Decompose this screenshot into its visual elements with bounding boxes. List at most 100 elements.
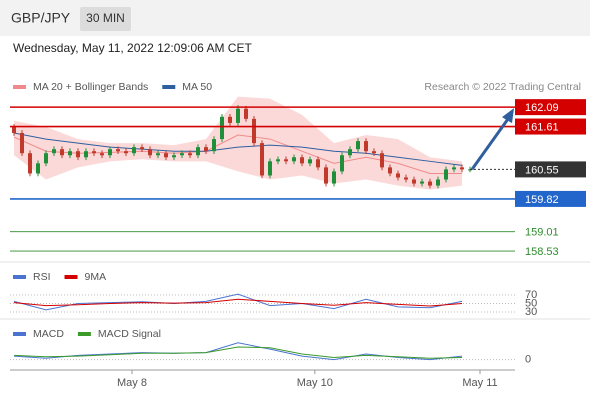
- candle-body: [100, 153, 104, 156]
- candle-body: [12, 126, 16, 134]
- candle-body: [228, 116, 232, 123]
- level-label: 158.53: [525, 246, 559, 258]
- bollinger-band: [14, 96, 462, 190]
- legend-label: MA 20 + Bollinger Bands: [33, 81, 148, 93]
- candle-body: [108, 149, 112, 156]
- candle-body: [28, 153, 32, 174]
- legend-label: 9MA: [85, 271, 107, 283]
- datetime: Wednesday, May 11, 2022 12:09:06 AM CET: [13, 41, 252, 55]
- candle-body: [148, 149, 152, 156]
- candle-body: [172, 155, 176, 158]
- candle-body: [460, 167, 464, 170]
- candle-body: [420, 181, 424, 184]
- x-tick-label: May 11: [462, 377, 497, 389]
- level-label-box: [515, 99, 586, 116]
- ma50-line: [13, 132, 463, 166]
- candle-body: [204, 147, 208, 152]
- x-tick-label: May 8: [117, 377, 147, 389]
- candle-body: [284, 159, 288, 162]
- source: Research © 2022 Trading Central: [424, 81, 581, 93]
- candle-body: [332, 171, 336, 184]
- candle-body: [180, 153, 184, 156]
- candle-body: [36, 163, 40, 174]
- candle-body: [84, 151, 88, 158]
- level-label-box: [515, 161, 586, 178]
- candle-body: [252, 118, 256, 144]
- candle-body: [300, 157, 304, 164]
- candle-body: [308, 159, 312, 164]
- candle-body: [372, 151, 376, 154]
- candle-body: [436, 179, 440, 186]
- candle-body: [292, 157, 296, 162]
- level-label: 160.55: [525, 164, 559, 176]
- candle-body: [132, 147, 136, 154]
- candle-body: [364, 141, 368, 152]
- candle-body: [396, 173, 400, 178]
- legend-label: MACD: [33, 328, 64, 340]
- candle-body: [340, 155, 344, 172]
- candle-body: [348, 149, 352, 156]
- legend-swatch: [77, 332, 91, 336]
- candle-body: [388, 167, 392, 174]
- legend-label: MA 50: [182, 81, 212, 93]
- legend-swatch: [13, 332, 26, 336]
- interval-label[interactable]: 30 MIN: [86, 11, 125, 25]
- candle-body: [212, 139, 216, 152]
- level-label: 159.01: [525, 227, 559, 239]
- level-label-box: [515, 118, 586, 135]
- level-label: 162.09: [525, 102, 559, 114]
- level-label-box: [515, 190, 586, 207]
- indicator-line: [13, 293, 463, 311]
- candle-body: [140, 147, 144, 150]
- legend-swatch: [13, 275, 26, 279]
- candle-body: [20, 133, 24, 154]
- panel-bg: [0, 36, 590, 400]
- candle-body: [188, 153, 192, 156]
- y-tick-label: 70: [525, 289, 537, 301]
- candle-body: [324, 167, 328, 184]
- candle-body: [356, 141, 360, 150]
- symbol: GBP/JPY: [11, 10, 71, 26]
- candle-body: [52, 149, 56, 154]
- candle-body: [244, 108, 248, 119]
- indicator-line: [13, 346, 463, 359]
- legend-swatch: [64, 275, 78, 279]
- candle-body: [404, 177, 408, 180]
- candle-body: [164, 153, 168, 158]
- candle-body: [196, 147, 200, 156]
- candle-body: [276, 159, 280, 162]
- candle-body: [452, 167, 456, 170]
- interval-button[interactable]: [80, 7, 131, 31]
- candle-body: [236, 108, 240, 123]
- candle-body: [156, 153, 160, 156]
- candle-body: [428, 181, 432, 186]
- candle-body: [76, 151, 80, 158]
- candle-body: [220, 116, 224, 140]
- candle-body: [268, 161, 272, 176]
- level-label: 159.82: [525, 194, 559, 206]
- level-label: 161.61: [525, 121, 559, 133]
- y-tick-label: 0: [525, 354, 531, 366]
- legend-label: RSI: [33, 271, 51, 283]
- candle-body: [316, 159, 320, 168]
- y-tick-label: 30: [525, 306, 537, 318]
- candle-body: [116, 149, 120, 152]
- forecast-arrowhead: [502, 108, 514, 124]
- legend-swatch: [162, 85, 176, 89]
- candle-body: [380, 153, 384, 168]
- forecast-arrow: [470, 115, 512, 171]
- candle-body: [92, 151, 96, 154]
- y-tick-label: 50: [525, 297, 537, 309]
- candle-body: [44, 153, 48, 164]
- candle-body: [260, 143, 264, 176]
- candle-body: [412, 179, 416, 184]
- candle-body: [60, 149, 64, 156]
- legend-swatch: [13, 85, 26, 89]
- candle-body: [124, 151, 128, 154]
- candle-body: [444, 169, 448, 180]
- indicator-line: [13, 298, 463, 307]
- x-tick-label: May 10: [297, 377, 333, 389]
- legend-label: MACD Signal: [98, 328, 161, 340]
